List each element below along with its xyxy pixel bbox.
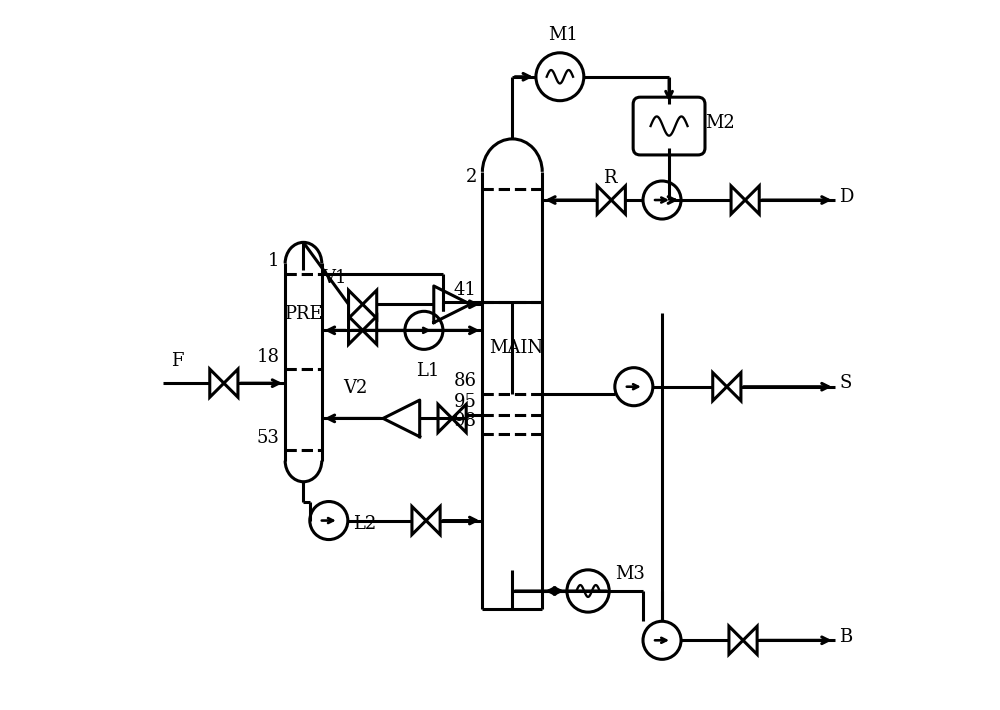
Text: R: R bbox=[603, 170, 617, 187]
Text: 53: 53 bbox=[257, 429, 280, 447]
Text: M2: M2 bbox=[705, 114, 735, 131]
Text: M3: M3 bbox=[615, 564, 645, 582]
Text: 98: 98 bbox=[454, 413, 477, 430]
Text: V1: V1 bbox=[322, 268, 347, 287]
Text: M1: M1 bbox=[548, 26, 578, 44]
Text: 86: 86 bbox=[454, 372, 477, 391]
Text: MAIN: MAIN bbox=[489, 339, 543, 357]
Text: D: D bbox=[840, 187, 854, 205]
Text: 18: 18 bbox=[257, 348, 280, 366]
Text: L1: L1 bbox=[416, 362, 439, 380]
Text: 1: 1 bbox=[268, 253, 280, 271]
Text: S: S bbox=[840, 374, 852, 392]
Text: 41: 41 bbox=[454, 280, 477, 299]
Text: F: F bbox=[171, 352, 184, 371]
Text: V2: V2 bbox=[343, 379, 368, 398]
Text: 95: 95 bbox=[454, 393, 477, 411]
Text: 2: 2 bbox=[465, 168, 477, 186]
Text: PRE: PRE bbox=[284, 305, 323, 324]
Text: L2: L2 bbox=[353, 515, 377, 533]
Text: B: B bbox=[840, 628, 853, 646]
